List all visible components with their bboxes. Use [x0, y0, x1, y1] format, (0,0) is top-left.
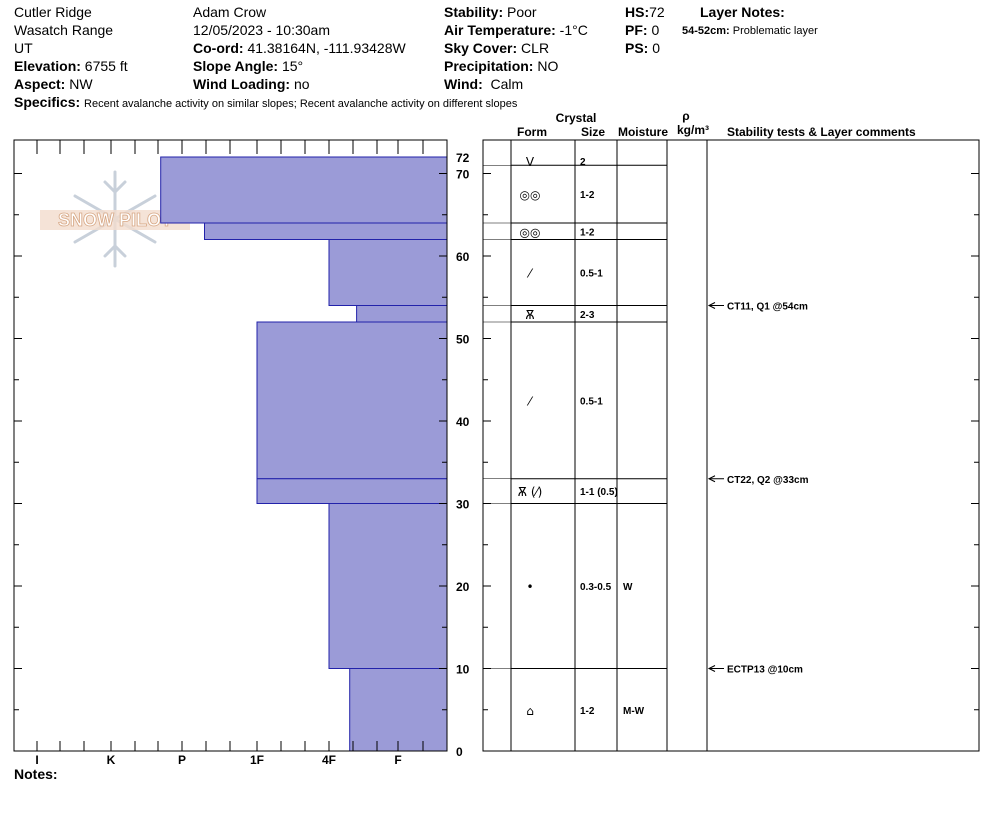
hardness-layer-bar — [256, 478, 448, 504]
density-symbol: ρ — [682, 109, 689, 123]
specifics: Specifics: Recent avalanche activity on … — [14, 94, 518, 110]
hardness-layer-bar — [204, 222, 448, 240]
melt-forms-icon: ◎◎ — [520, 225, 541, 239]
snow-height: HS:72 — [625, 4, 665, 20]
moisture-header: Moisture — [618, 125, 668, 139]
notes-label: Notes: — [14, 766, 58, 782]
depth-label: 72 — [456, 151, 470, 165]
depth-label: 70 — [456, 168, 470, 182]
stability-test-text: ECTP13 @10cm — [727, 665, 803, 676]
crystal-size: 1-2 — [580, 706, 595, 717]
depth-label: 0 — [456, 745, 463, 759]
depth-label: 20 — [456, 580, 470, 594]
precipitation: Precipitation: NO — [444, 58, 559, 74]
depth-hoar-icon: Ѫ (⁄) — [518, 485, 543, 499]
layer-note: 54-52cm: Problematic layer — [682, 25, 818, 37]
hardness-tick-label: 4F — [322, 753, 336, 767]
ski-penetration: PF: 0 — [625, 22, 660, 38]
elevation: Elevation: 6755 ft — [14, 58, 128, 74]
hardness-tick-label: P — [178, 753, 186, 767]
mountain-range: Wasatch Range — [14, 22, 114, 38]
air-temperature: Air Temperature: -1°C — [444, 22, 588, 38]
crystal-size: 1-2 — [580, 227, 595, 238]
hardness-layer-bar — [256, 321, 448, 480]
crystal-size: 0.5-1 — [580, 396, 603, 407]
hardness-layer-bar — [328, 239, 448, 306]
melt-forms-icon: ◎◎ — [520, 188, 541, 202]
decomposing-icon: ⁄ — [526, 394, 534, 408]
hardness-layer-bar — [328, 503, 448, 669]
layer-row: ⁄ 0.5-1 — [483, 394, 667, 480]
wind-loading: Wind Loading: no — [193, 76, 310, 92]
sky-cover: Sky Cover: CLR — [444, 40, 550, 56]
stability-test: CT22, Q2 @33cm — [707, 475, 809, 486]
hardness-axis: I K P 1F 4F F — [13, 741, 448, 767]
depth-label: 10 — [456, 663, 470, 677]
crystal-size: 2-3 — [580, 310, 595, 321]
stability-test-text: CT11, Q1 @54cm — [727, 302, 808, 313]
aspect: Aspect: NW — [14, 76, 93, 92]
hardness-tick-label: 1F — [250, 753, 264, 767]
layer-row: • 0.3-0.5 W — [483, 580, 667, 669]
observer: Adam Crow — [193, 4, 267, 20]
hardness-profile — [160, 156, 448, 752]
size-header: Size — [581, 125, 605, 139]
snowpilot-logo: SNOW PILOT — [40, 170, 190, 268]
boot-penetration: PS: 0 — [625, 40, 661, 56]
stability: Stability: Poor — [444, 4, 537, 20]
hardness-layer-bar — [349, 668, 448, 752]
faceted-rounded-icon: ⌂ — [526, 704, 534, 718]
snowpilot-logo-text: SNOW PILOT — [58, 210, 172, 230]
depth-label: 30 — [456, 498, 470, 512]
layer-row: ⌂ 1-2 M-W — [483, 704, 667, 752]
decomposing-icon: ⁄ — [526, 267, 534, 281]
layer-row: ◎◎ 1-2 — [483, 188, 667, 224]
moisture: M-W — [623, 706, 645, 717]
hardness-tick-label: F — [394, 753, 401, 767]
slope-angle: Slope Angle: 15° — [193, 58, 304, 74]
rounded-icon: • — [526, 580, 533, 594]
crystal-size: 0.5-1 — [580, 269, 603, 280]
form-header: Form — [517, 125, 547, 139]
depth-label: 40 — [456, 415, 470, 429]
moisture: W — [623, 582, 633, 593]
coordinates: Co-ord: 41.38164N, -111.93428W — [193, 40, 406, 56]
hardness-layer-bar — [160, 156, 448, 224]
crystal-header: Crystal — [556, 111, 597, 125]
crystal-size: 0.3-0.5 — [580, 582, 612, 593]
wind: Wind: Calm — [444, 76, 524, 92]
density-unit: kg/m³ — [677, 123, 709, 137]
stability-comments-header: Stability tests & Layer comments — [727, 125, 916, 139]
hardness-layer-bar — [356, 305, 448, 323]
depth-label: 60 — [456, 250, 470, 264]
depth-axis: 72 70 60 50 40 30 20 10 0 — [14, 151, 979, 759]
state: UT — [14, 40, 33, 56]
layer-row: ⁄ 0.5-1 — [483, 267, 667, 306]
layer-notes-title: Layer Notes: — [700, 4, 785, 20]
surface-hoar-icon: V — [526, 155, 535, 169]
crystal-size: 2 — [580, 157, 586, 168]
location: Cutler Ridge — [14, 4, 92, 20]
depth-label: 50 — [456, 333, 470, 347]
crystal-size: 1-2 — [580, 190, 595, 201]
layer-row: ◎◎ 1-2 — [483, 225, 667, 240]
datetime: 12/05/2023 - 10:30am — [193, 22, 330, 38]
depth-hoar-icon: Ѫ — [525, 308, 534, 322]
hardness-top-ticks — [13, 140, 448, 154]
layer-row: Ѫ (⁄) 1-1 (0.5) — [483, 485, 667, 504]
hardness-tick-label: K — [107, 753, 116, 767]
layer-row: Ѫ 2-3 — [483, 308, 667, 323]
stability-test-text: CT22, Q2 @33cm — [727, 475, 809, 486]
stability-test: ECTP13 @10cm — [707, 665, 803, 676]
layer-table: Crystal Form Size Moisture ρ kg/m³ Stabi… — [482, 109, 980, 752]
hardness-tick-label: I — [35, 753, 38, 767]
crystal-size: 1-1 (0.5) — [580, 487, 618, 498]
stability-test: CT11, Q1 @54cm — [707, 302, 808, 313]
